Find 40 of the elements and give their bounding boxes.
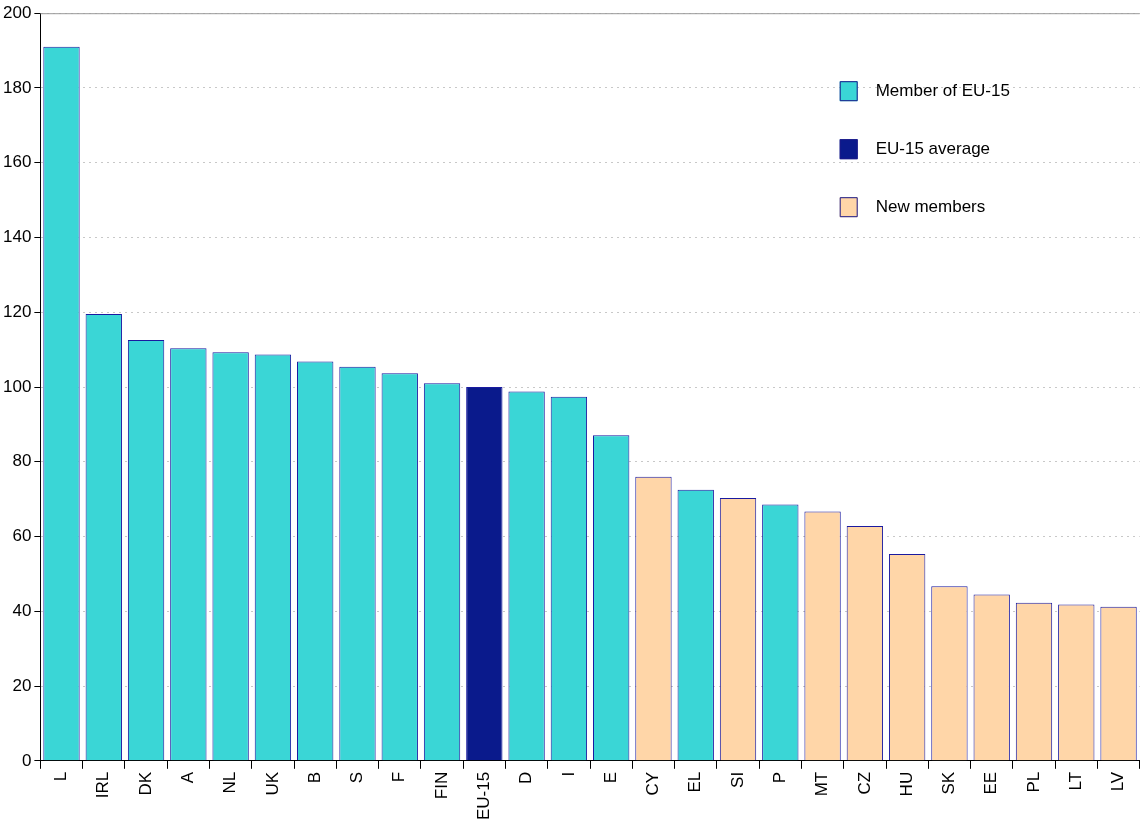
x-tick-label: LT <box>1065 771 1085 791</box>
x-tick-label: A <box>178 771 198 784</box>
x-tick-label: L <box>51 771 71 782</box>
y-tick-label: 60 <box>12 526 32 546</box>
x-tick-label: SK <box>939 771 959 795</box>
x-tick-label: FIN <box>431 771 451 800</box>
x-tick-label: EU-15 <box>474 771 494 820</box>
x-tick-label: B <box>304 771 324 784</box>
y-tick-label: 0 <box>21 750 32 770</box>
x-tick-label: F <box>389 771 409 783</box>
x-tick-label: IRL <box>93 771 113 799</box>
x-tick-label: LV <box>1108 771 1128 792</box>
x-tick-label: D <box>516 771 536 785</box>
x-tick-label: EL <box>685 771 705 793</box>
y-tick-label: 140 <box>2 227 32 247</box>
x-tick-label: HU <box>896 771 916 797</box>
x-tick-label: NL <box>220 771 240 794</box>
x-tick-label: CZ <box>854 771 874 795</box>
x-tick-label: SI <box>727 771 747 788</box>
y-tick-label: 120 <box>2 301 32 321</box>
x-tick-label: E <box>600 771 620 784</box>
y-tick-label: 20 <box>12 675 32 695</box>
x-tick-label: MT <box>812 771 832 797</box>
x-tick-label: UK <box>262 771 282 796</box>
x-tick-label: DK <box>135 771 155 796</box>
y-tick-label: 40 <box>12 600 32 620</box>
x-tick-label: PL <box>1023 771 1043 793</box>
y-tick-label: 180 <box>2 77 32 97</box>
x-tick-label: EE <box>981 771 1001 795</box>
y-tick-label: 80 <box>12 451 32 471</box>
x-tick-label: S <box>347 771 367 784</box>
legend-label: Member of EU-15 <box>875 80 1010 100</box>
y-tick-label: 160 <box>2 152 32 172</box>
x-tick-label: P <box>769 771 789 784</box>
legend-label: New members <box>875 196 986 216</box>
x-tick-label: CY <box>643 771 663 796</box>
legend-label: EU-15 average <box>875 138 991 158</box>
y-tick-label: 100 <box>2 376 32 396</box>
y-tick-label: 200 <box>2 2 32 22</box>
x-tick-label: I <box>558 771 578 777</box>
